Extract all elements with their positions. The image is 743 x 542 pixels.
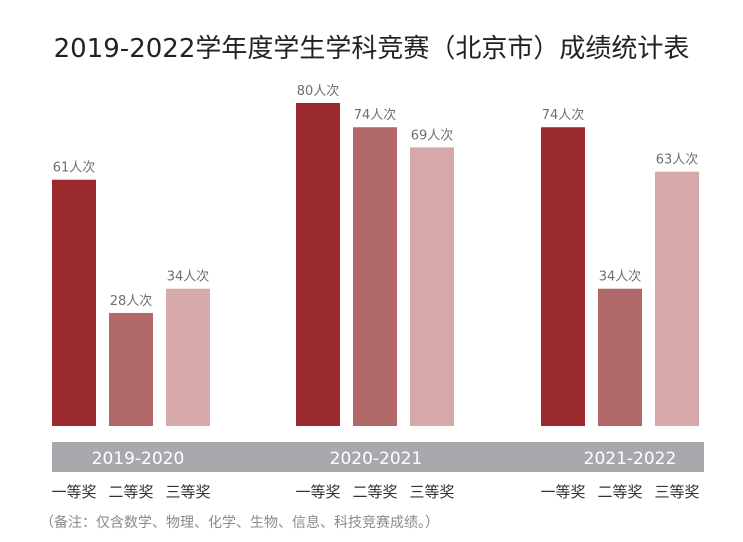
bar	[166, 288, 210, 426]
series-label: 三等奖	[654, 483, 699, 501]
bar	[52, 179, 96, 426]
bar	[655, 171, 699, 426]
series-label: 一等奖	[540, 483, 585, 501]
series-label: 一等奖	[295, 483, 340, 501]
bar-value-label: 74人次	[542, 107, 585, 123]
series-label: 一等奖	[51, 483, 96, 501]
bar-value-label: 34人次	[599, 269, 642, 285]
chart-note: （备注：仅含数学、物理、化学、生物、信息、科技竞赛成绩。）	[40, 515, 439, 531]
bar	[296, 103, 340, 426]
series-label: 三等奖	[165, 483, 210, 501]
series-label: 二等奖	[597, 483, 642, 501]
bar-value-label: 69人次	[411, 127, 454, 143]
category-band	[52, 442, 704, 472]
series-label: 三等奖	[409, 483, 454, 501]
bar	[353, 127, 397, 426]
bar	[410, 147, 454, 426]
bar	[109, 312, 153, 426]
bar	[541, 127, 585, 426]
category-label: 2020-2021	[330, 449, 423, 469]
bar-value-label: 61人次	[53, 160, 96, 176]
bar-value-label: 34人次	[167, 269, 210, 285]
series-label: 二等奖	[352, 483, 397, 501]
chart-title: 2019-2022学年度学生学科竞赛（北京市）成绩统计表	[53, 34, 690, 64]
bar	[598, 288, 642, 426]
series-label: 二等奖	[108, 483, 153, 501]
bar-value-label: 74人次	[354, 107, 397, 123]
bar-value-label: 80人次	[297, 83, 340, 99]
bar-value-label: 63人次	[656, 152, 699, 168]
category-label: 2019-2020	[92, 449, 185, 469]
bar-value-label: 28人次	[110, 293, 153, 309]
category-label: 2021-2022	[584, 449, 677, 469]
